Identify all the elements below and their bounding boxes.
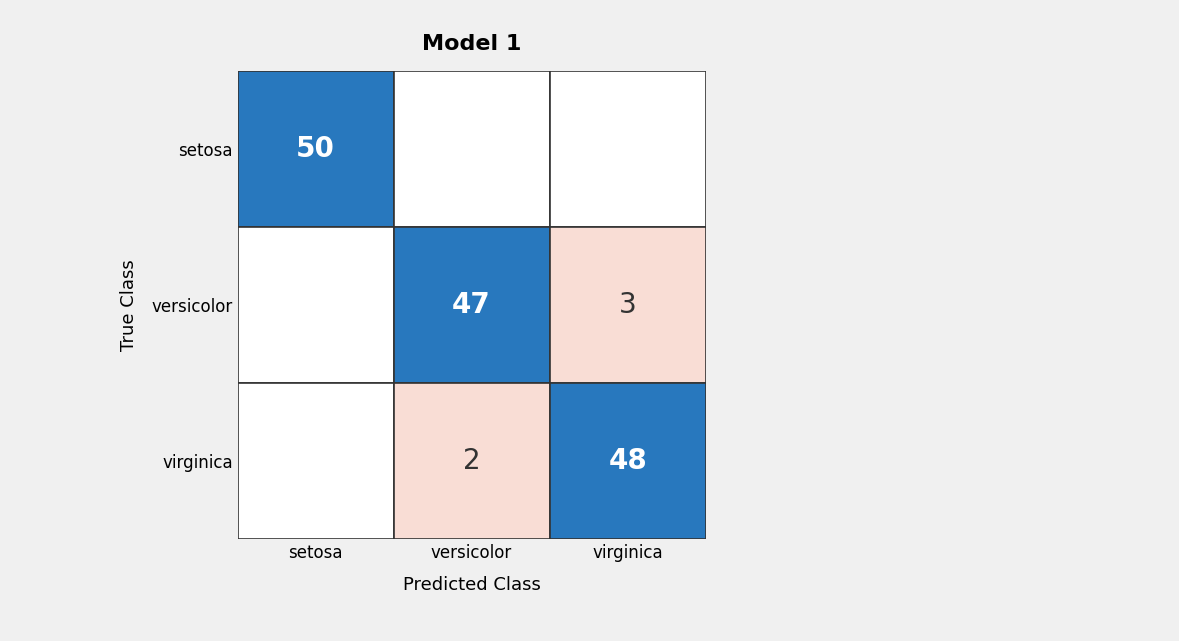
Title: Model 1: Model 1 [422,34,521,54]
Bar [394,71,549,227]
Bar [549,227,706,383]
Text: 2: 2 [463,447,480,475]
X-axis label: Predicted Class: Predicted Class [403,576,540,594]
Bar [237,227,394,383]
Text: 3: 3 [619,291,637,319]
Bar [394,383,549,539]
Text: 47: 47 [453,291,490,319]
Bar [549,383,706,539]
Bar [549,71,706,227]
Y-axis label: True Class: True Class [119,259,138,351]
Bar [394,227,549,383]
Text: 50: 50 [296,135,335,163]
Bar [237,71,394,227]
Bar [237,383,394,539]
Text: 48: 48 [608,447,647,475]
